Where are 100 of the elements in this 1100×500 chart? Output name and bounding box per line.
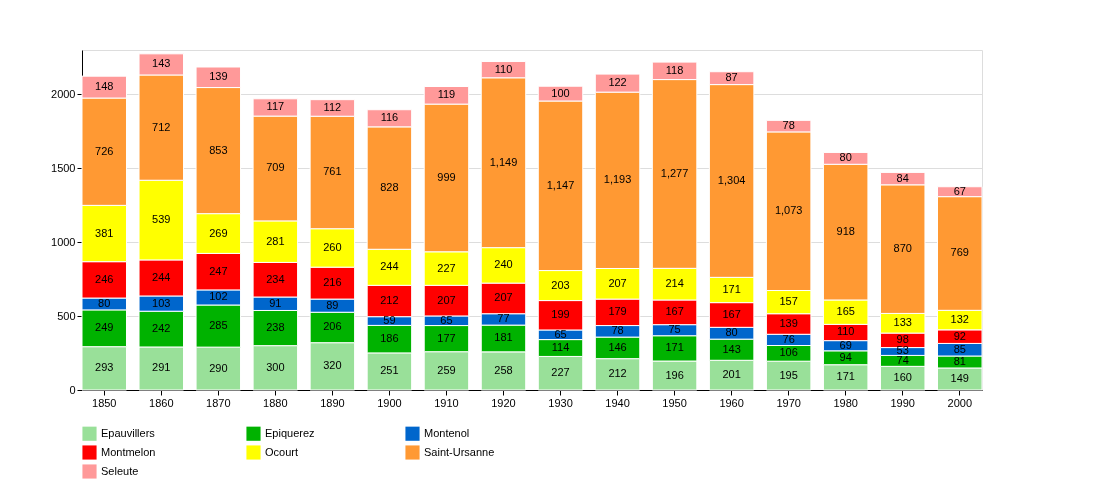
data-label: 244 [380,260,399,273]
data-label: 870 [893,242,912,255]
data-label: 65 [440,313,453,326]
x-tick-label: 1870 [206,396,231,409]
data-label: 146 [608,340,627,353]
data-label: 1,193 [603,173,632,186]
data-label: 227 [437,261,456,274]
data-label: 227 [551,366,570,379]
data-label: 1,073 [774,204,803,217]
data-label: 251 [380,364,399,377]
data-label: 918 [836,225,855,238]
y-tick-label: 0 [69,383,76,396]
data-label: 65 [554,327,567,340]
data-label: 726 [95,144,114,157]
data-label: 98 [896,333,909,346]
data-label: 238 [266,321,285,334]
data-label: 87 [725,71,738,84]
data-label: 285 [209,319,228,332]
data-label: 84 [896,171,909,184]
data-label: 167 [722,307,741,320]
data-label: 106 [779,346,798,359]
data-label: 999 [437,170,456,183]
data-label: 116 [380,111,399,124]
x-tick-label: 1980 [833,396,858,409]
x-tick-label: 1910 [434,396,459,409]
data-label: 216 [323,276,342,289]
data-label: 91 [269,296,282,309]
x-tick-label: 1960 [719,396,744,409]
data-label: 247 [209,264,228,277]
data-label: 143 [152,57,171,70]
data-label: 110 [836,325,855,338]
data-label: 712 [152,120,171,133]
data-label: 122 [608,76,627,89]
data-label: 143 [722,342,741,355]
data-label: 76 [782,332,795,345]
data-label: 81 [953,354,966,367]
data-label: 186 [380,332,399,345]
data-label: 67 [953,184,966,197]
data-label: 1,149 [489,155,518,168]
data-label: 181 [494,331,513,344]
x-tick-label: 1890 [320,396,345,409]
data-label: 196 [665,368,684,381]
data-label: 148 [95,80,114,93]
data-label: 291 [152,361,171,374]
data-label: 769 [950,246,969,259]
data-label: 242 [152,322,171,335]
x-tick-label: 1850 [92,396,117,409]
data-label: 381 [95,226,114,239]
x-tick-label: 1940 [605,396,630,409]
data-label: 92 [953,329,966,342]
data-label: 195 [779,368,798,381]
data-label: 103 [152,296,171,309]
legend-label: Seleute [101,464,139,477]
x-tick-label: 1930 [548,396,573,409]
data-label: 102 [209,290,228,303]
y-tick-label: 500 [57,309,76,322]
data-label: 234 [266,272,285,285]
data-label: 112 [323,100,342,113]
data-label: 77 [497,312,510,325]
x-tick-label: 1880 [263,396,288,409]
data-label: 177 [437,331,456,344]
data-label: 207 [608,276,627,289]
data-label: 203 [551,278,570,291]
data-label: 69 [839,338,852,351]
y-tick-label: 2000 [51,87,76,100]
data-label: 853 [209,143,228,156]
data-label: 761 [323,165,342,178]
data-label: 199 [551,308,570,321]
data-label: 179 [608,305,627,318]
legend-label: Epauvillers [101,426,156,439]
data-label: 201 [722,368,741,381]
data-label: 246 [95,272,114,285]
x-tick-label: 1860 [149,396,174,409]
data-label: 132 [950,313,969,326]
data-label: 80 [839,151,852,164]
data-label: 206 [323,320,342,333]
data-label: 240 [494,258,513,271]
data-label: 207 [437,293,456,306]
data-label: 212 [608,367,627,380]
x-tick-label: 1900 [377,396,402,409]
data-label: 78 [782,119,795,132]
data-label: 157 [779,295,798,308]
data-label: 59 [383,314,396,327]
data-label: 320 [323,359,342,372]
data-label: 78 [611,324,624,337]
x-tick-label: 1970 [776,396,801,409]
data-label: 258 [494,363,513,376]
data-label: 249 [95,321,114,334]
data-label: 212 [380,294,399,307]
data-label: 244 [152,270,171,283]
data-label: 100 [551,86,570,99]
data-label: 260 [323,240,342,253]
data-label: 269 [209,226,228,239]
data-label: 80 [725,326,738,339]
data-label: 85 [953,342,966,355]
legend-label: Ocourt [265,445,299,458]
legend-label: Epiquerez [265,426,315,439]
data-label: 293 [95,361,114,374]
legend-label: Montmelon [101,445,156,458]
data-label: 139 [209,70,228,83]
